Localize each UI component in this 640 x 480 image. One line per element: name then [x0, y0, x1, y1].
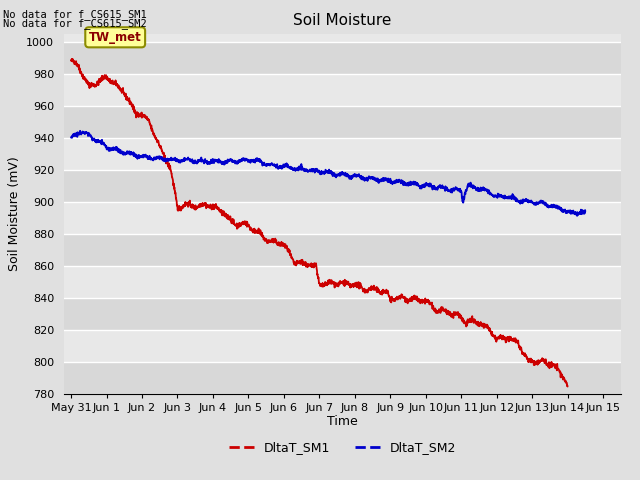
Y-axis label: Soil Moisture (mV): Soil Moisture (mV) — [8, 156, 20, 271]
Text: No data for f_CS615_SM2: No data for f_CS615_SM2 — [3, 18, 147, 29]
Bar — [64, 169, 621, 202]
Title: Soil Moisture: Soil Moisture — [293, 13, 392, 28]
Bar — [64, 42, 621, 73]
Legend: DltaT_SM1, DltaT_SM2: DltaT_SM1, DltaT_SM2 — [223, 436, 461, 459]
Bar — [64, 202, 621, 234]
Bar — [64, 73, 621, 106]
Text: No data for f_CS615_SM1: No data for f_CS615_SM1 — [3, 9, 147, 20]
Bar — [64, 298, 621, 330]
Bar — [64, 265, 621, 298]
Bar — [64, 138, 621, 169]
Bar — [64, 234, 621, 265]
Bar — [64, 106, 621, 138]
Bar — [64, 330, 621, 361]
Bar — [64, 361, 621, 394]
X-axis label: Time: Time — [327, 415, 358, 429]
Text: TW_met: TW_met — [89, 31, 141, 44]
